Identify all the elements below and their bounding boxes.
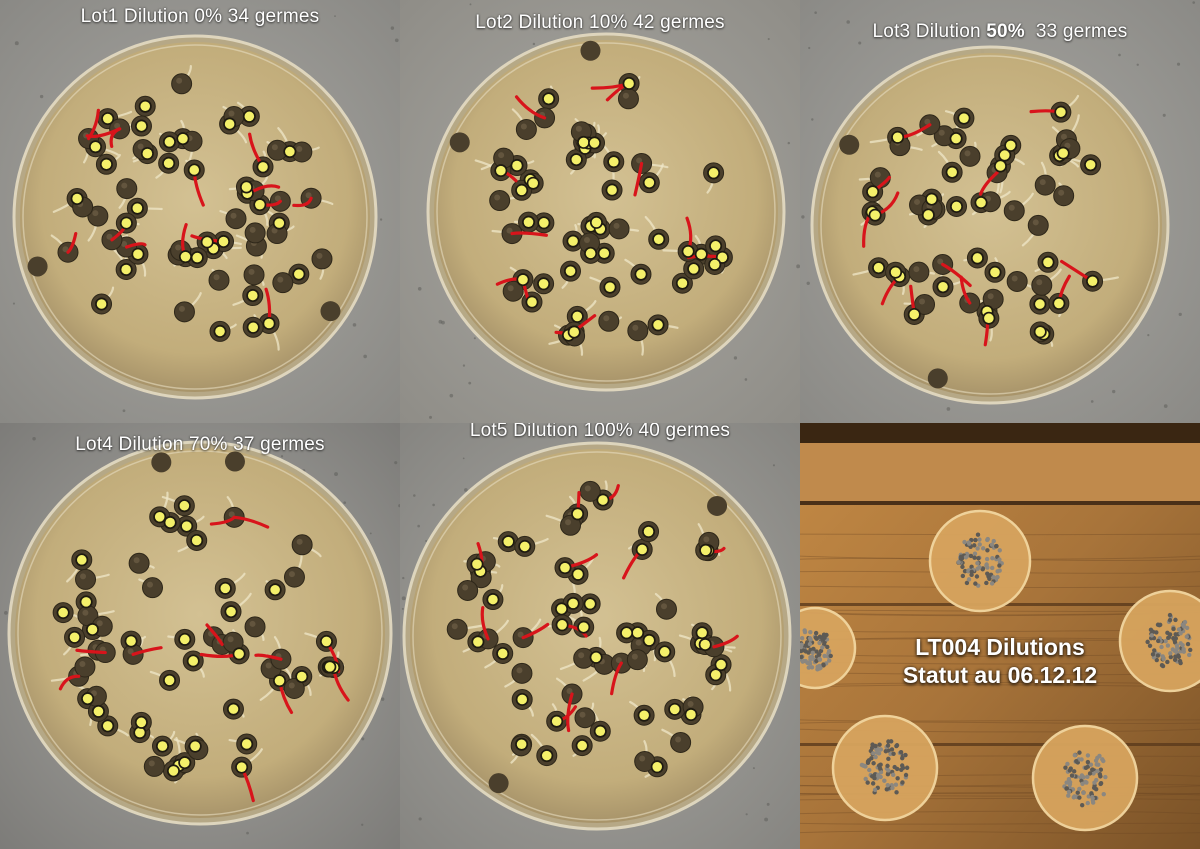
seed-trays-photo (800, 423, 1200, 849)
panel-label-lot4: Lot4 Dilution 70% 37 germes (75, 434, 325, 455)
petri-dish-lot2 (400, 0, 800, 423)
overview-panel: LT004 Dilutions Statut au 06.12.12 (800, 423, 1200, 849)
summary-title: LT004 Dilutions (915, 634, 1085, 660)
petri-panel-lot4: Lot4 Dilution 70% 37 germes (0, 423, 400, 849)
petri-panel-lot1: Lot1 Dilution 0% 34 germes (0, 0, 400, 423)
petri-panel-lot2: Lot2 Dilution 10% 42 germes (400, 0, 800, 423)
panel-label-lot5: Lot5 Dilution 100% 40 germes (469, 423, 731, 441)
panel-label-lot2: Lot2 Dilution 10% 42 germes (475, 12, 725, 33)
summary-caption: LT004 Dilutions Statut au 06.12.12 (800, 633, 1200, 689)
summary-date: Statut au 06.12.12 (902, 662, 1098, 688)
petri-panel-lot5: Lot5 Dilution 100% 40 germes (400, 423, 800, 849)
panel-label-lot3: Lot3 Dilution 50% 33 germes (872, 21, 1128, 42)
petri-dish-lot4 (0, 423, 400, 849)
petri-panel-lot3: Lot3 Dilution 50% 33 germes (800, 0, 1200, 423)
panel-label-lot1: Lot1 Dilution 0% 34 germes (80, 6, 320, 27)
petri-dish-lot3 (800, 0, 1200, 423)
petri-dish-lot5 (400, 423, 800, 849)
petri-dish-lot1 (0, 0, 400, 423)
